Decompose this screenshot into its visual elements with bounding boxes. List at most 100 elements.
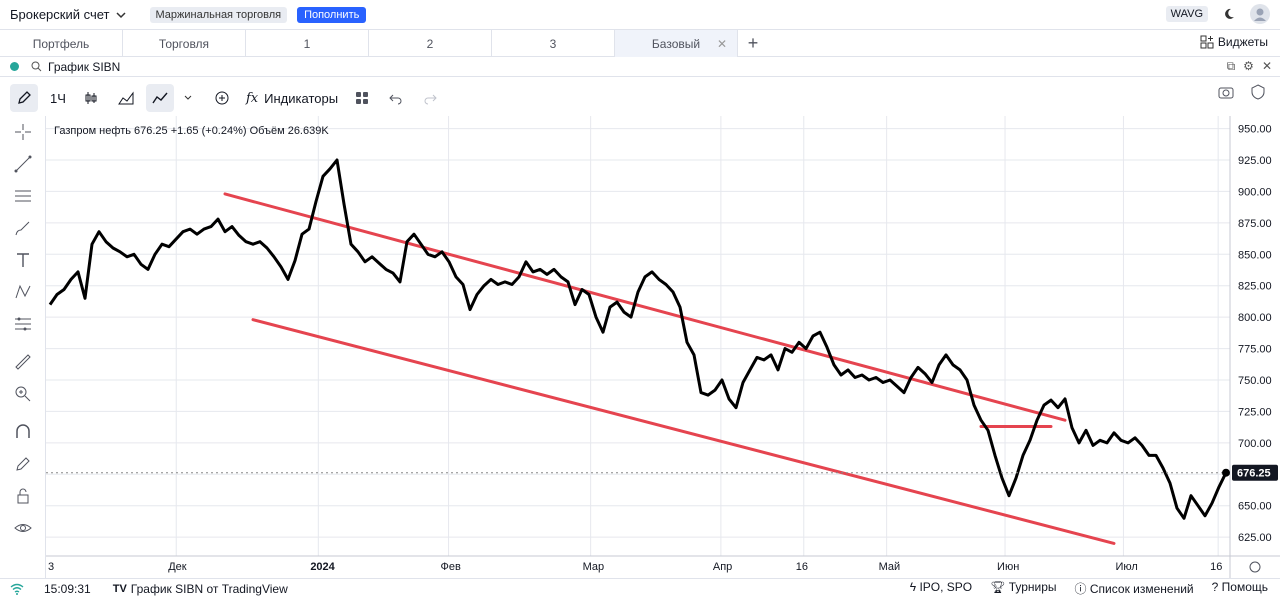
price-chart[interactable]: 950.00 925.00 900.00 875.00 850.00 825.00 800.… [46,116,1280,578]
pattern-icon [15,284,31,299]
magnet-tool[interactable] [0,416,46,448]
fib-tool[interactable] [0,180,46,212]
chart-type-dropdown[interactable] [174,84,202,112]
interval-button[interactable]: 1Ч [44,84,72,112]
tab-2[interactable]: 2 [369,30,492,57]
y-tick-label: 650.00 [1238,501,1272,513]
grid-icon [356,92,369,104]
pencil-icon [16,457,30,471]
horizontal-lines-icon [15,190,31,202]
lock-tool[interactable] [0,480,46,512]
tab-label: 1 [303,36,311,51]
text-tool[interactable] [0,244,46,276]
brush-icon [15,221,30,236]
pencil-button[interactable] [10,84,38,112]
help-label: Помощь [1221,580,1268,594]
prediction-tool[interactable] [0,308,46,340]
undo-button[interactable] [382,84,410,112]
chevron-down-icon [184,95,192,100]
widgets-button[interactable]: Виджеты [1200,35,1268,49]
line-chart-button[interactable] [146,84,174,112]
candles-button[interactable] [78,84,106,112]
y-tick-label: 725.00 [1238,406,1272,418]
tab-label: 2 [426,36,434,51]
edit-tool[interactable] [0,448,46,480]
brush-tool[interactable] [0,212,46,244]
plus-circle-icon [215,91,229,105]
chevron-down-icon [115,11,126,18]
chart-legend: Газпром нефть 676.25 +1.65 (+0.24%) Объё… [54,125,329,137]
last-price-label: 676.25 [1237,468,1271,480]
tradingview-link[interactable]: TV График SIBN от TradingView [113,582,288,596]
help-link[interactable]: ? Помощь [1212,580,1268,597]
avatar[interactable] [1250,4,1270,24]
trendline-icon [14,155,32,173]
widgets-icon [1200,35,1214,49]
compare-button[interactable] [208,84,236,112]
tab-3[interactable]: 3 [492,30,615,57]
margin-trading-pill[interactable]: Маржинальная торговля [149,6,288,23]
axis-settings-icon [1249,561,1261,573]
magnet-icon [16,424,30,438]
changelog-link[interactable]: ⓘ Список изменений [1075,580,1194,597]
wavg-badge[interactable]: WAVG [1165,6,1208,22]
status-dot [10,62,19,71]
tab-portfolio[interactable]: Портфель [0,30,123,57]
y-tick-label: 950.00 [1238,124,1272,136]
trophy-icon: 🏆︎ [990,580,1009,594]
tab-trading[interactable]: Торговля [123,30,246,57]
sliders-icon [15,317,31,331]
info-icon: ⓘ [1074,582,1090,596]
x-tick-label: Мар [583,561,605,573]
last-price-badge [1232,464,1278,481]
tab-label: Базовый [651,36,701,51]
y-tick-label: 750.00 [1238,375,1272,387]
pattern-tool[interactable] [0,276,46,308]
camera-icon[interactable] [1218,84,1234,100]
y-tick-label: 825.00 [1238,281,1272,293]
undo-icon [389,94,402,105]
trendline-tool[interactable] [0,148,46,180]
topup-button[interactable]: Пополнить [297,6,367,23]
window-icon[interactable]: ⧉ [1226,59,1236,73]
ipo-link[interactable]: ϟ IPO, SPO [910,580,972,597]
candles-icon [85,92,97,104]
y-tick-label: 800.00 [1238,312,1272,324]
trend-line [223,192,1067,422]
tradingview-label: График SIBN от TradingView [130,581,288,596]
moon-icon[interactable] [1222,7,1236,21]
indicators-button[interactable]: fx Индикаторы [242,84,342,112]
shield-icon[interactable] [1250,84,1266,100]
redo-button[interactable] [416,84,444,112]
close-icon[interactable]: ✕ [1261,59,1272,73]
x-tick-label: Фев [441,561,461,573]
eye-icon [14,524,32,532]
crosshair-tool[interactable] [0,116,46,148]
ruler-tool[interactable] [0,346,46,378]
tournaments-link[interactable]: 🏆︎ Турниры [990,580,1056,597]
close-icon[interactable]: ✕ [716,36,727,51]
tab-basic[interactable]: Базовый ✕ [615,30,738,57]
y-tick-label: 850.00 [1238,249,1272,261]
zoom-tool[interactable] [0,378,46,410]
y-tick-label: 875.00 [1238,218,1272,230]
chart-title: График SIBN [48,59,121,74]
chart-area[interactable]: 950.00 925.00 900.00 875.00 850.00 825.00 800.… [46,116,1280,578]
templates-button[interactable] [348,84,376,112]
add-tab-button[interactable]: + [747,32,759,53]
x-tick-label: 2024 [310,561,335,573]
visibility-tool[interactable] [0,512,46,544]
search-icon[interactable] [31,61,42,72]
x-tick-label: Дек [168,561,187,573]
trend-line [251,318,1116,545]
tab-1[interactable]: 1 [246,30,369,57]
gear-icon[interactable]: ⚙ [1243,59,1254,73]
help-icon: ? [1211,580,1222,594]
area-chart-button[interactable] [112,84,140,112]
account-selector[interactable]: Брокерский счет [10,7,126,22]
interval-label: 1Ч [50,90,66,106]
tab-label: Портфель [32,36,90,51]
account-label: Брокерский счет [10,7,110,22]
x-tick-label: Июн [997,561,1019,573]
y-tick-label: 775.00 [1238,344,1272,356]
